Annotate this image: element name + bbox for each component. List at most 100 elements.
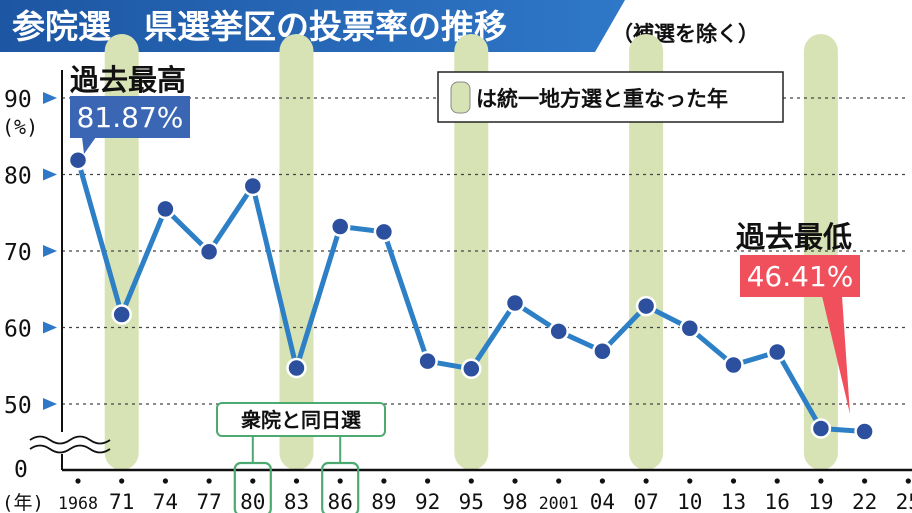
x-tick-label-92: 92 [415,490,440,513]
x-tick-label-89: 89 [371,490,396,513]
x-tick-dot-22 [862,478,868,484]
x-tick-label-22: 22 [852,490,877,513]
data-point-10 [679,318,701,339]
legend-band-swatch [450,81,471,114]
band-19 [803,34,838,470]
y-axis: 0 50 60 70 80 90(%) [2,70,111,483]
data-point-2001 [548,321,569,342]
x-tick-label-95: 95 [459,490,484,513]
x-tick-label-98: 98 [502,490,527,513]
x-tick-label-83: 83 [284,490,309,513]
x-tick-label-16: 16 [765,490,790,513]
data-point-04 [592,340,613,362]
axis-break-top [29,435,111,445]
max-label-pointer [82,137,96,154]
x-tick-dot-89 [381,478,387,484]
data-point-95 [461,358,482,380]
x-tick-dot-95 [468,478,474,484]
y-tick-label-0: 0 [14,457,28,483]
x-tick-dot-80 [250,478,256,484]
band-95 [454,34,489,470]
y-tick-label-70: 70 [4,240,32,266]
series-line-group [67,149,875,442]
max-label-box [70,96,190,138]
data-point-1968 [67,149,89,171]
x-tick-label-13: 13 [721,490,746,513]
x-tick-label-86: 86 [328,490,353,513]
x-tick-dot-1968 [75,478,81,484]
x-tick-dot-13 [730,478,737,484]
x-tick-label-25: 25 [896,490,912,513]
annotations: 過去最高 81.87% 過去最低 46.41% 衆院と同日選 [70,63,860,463]
min-label-pointer [822,296,850,414]
legend: は統一地方選と重なった年 [437,71,784,123]
data-point-13 [723,354,744,376]
x-tick-label-80: 80 [240,490,265,513]
x-tick-label-07: 07 [633,490,658,513]
data-point-89 [373,221,395,243]
x-tick-dot-74 [162,478,168,484]
min-label-value: 46.41% [747,260,854,293]
data-point-71 [111,304,132,325]
x-tick-dot-86 [337,478,343,484]
x-tick-dot-19 [818,478,824,484]
min-heading: 過去最低 [736,220,852,254]
x-tick-label-04: 04 [590,490,615,513]
legend-text: は統一地方選と重なった年 [476,87,728,111]
x-tick-dot-10 [687,478,693,484]
y-tick-arrow-80 [43,168,57,181]
data-point-19 [810,418,832,439]
data-point-77 [198,241,220,263]
double-election-callout-box [216,402,386,437]
x-tick-label-19: 19 [808,490,833,513]
x-tick-dot-92 [425,478,431,484]
y-unit-label: (%) [2,115,38,139]
max-heading: 過去最高 [70,63,186,97]
title-bar: 参院選 県選挙区の投票率の推移 （補選を除く） [0,0,759,52]
x-tick-dot-2001 [556,478,562,484]
x-tick-label-1968: 1968 [58,494,98,513]
unified-local-election-bands [104,34,838,470]
data-point-86 [329,216,351,237]
x-tick-dot-04 [599,478,606,484]
double-election-callout-text: 衆院と同日選 [241,408,361,432]
x-tick-label-71: 71 [109,490,134,513]
legend-box [437,71,784,123]
data-point-16 [766,341,788,363]
y-tick-label-90: 90 [4,87,32,113]
x-tick-dot-16 [774,478,780,484]
y-tick-label-50: 50 [4,393,32,419]
max-label-value: 81.87% [77,101,184,134]
x-tick-dot-77 [206,478,212,484]
y-tick-arrow-60 [43,321,57,334]
y-tick-arrow-70 [43,245,57,257]
x-tick-dot-25 [905,478,911,484]
x-tick-label-74: 74 [153,490,178,513]
data-point-83 [286,357,307,379]
min-label-box [740,255,860,297]
x-axis: (年) 1968 71 74 77 80 83 86 89 92 95 98 2001 04 07 10 13 1… [2,461,912,513]
x-unit-label: (年) [2,492,44,513]
y-tick-label-80: 80 [4,164,32,190]
y-tick-label-60: 60 [4,317,32,343]
data-point-92 [417,350,438,372]
x-tick-dot-71 [119,478,125,484]
x-tick-dot-98 [512,478,518,484]
data-point-98 [504,292,526,314]
data-point-80 [242,175,264,197]
x-tick-label-10: 10 [677,490,702,513]
chart-title: 参院選 県選挙区の投票率の推移 [12,7,507,46]
data-point-22 [854,421,875,442]
band-71 [104,34,139,470]
x-tick-dot-07 [643,478,649,484]
x-tick-label-77: 77 [196,490,221,513]
data-point-74 [155,198,176,220]
data-point-07 [635,295,657,317]
band-83 [279,34,314,470]
y-tick-arrow-90 [43,92,57,104]
x-tick-dot-83 [293,478,300,484]
y-tick-arrow-50 [43,398,57,410]
band-07 [629,34,664,470]
